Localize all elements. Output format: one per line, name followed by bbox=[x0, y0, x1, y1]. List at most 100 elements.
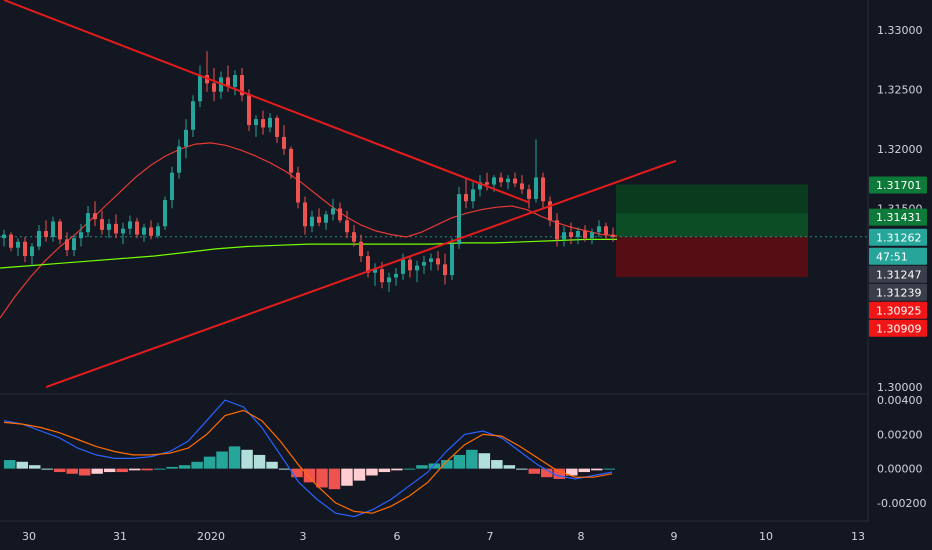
candle-body bbox=[100, 219, 104, 230]
candle-body bbox=[492, 177, 496, 185]
trendline bbox=[3, 0, 530, 204]
histogram-bar bbox=[153, 468, 166, 470]
histogram-bar bbox=[53, 468, 66, 473]
candle-body bbox=[121, 228, 125, 234]
price-badge bbox=[869, 319, 927, 337]
candle-body bbox=[114, 223, 118, 234]
histogram-bar bbox=[428, 463, 441, 469]
candle-body bbox=[576, 231, 580, 237]
candle-body bbox=[380, 269, 384, 283]
histogram-bar bbox=[528, 468, 541, 474]
candle-body bbox=[436, 258, 440, 265]
candle-body bbox=[597, 226, 601, 233]
macd-line bbox=[3, 399, 613, 518]
price-badge-label: 1.31262 bbox=[876, 231, 922, 244]
histogram-bar bbox=[141, 468, 153, 471]
candle-body bbox=[156, 226, 160, 236]
y-tick-label: 1.32500 bbox=[877, 83, 923, 96]
x-tick-label: 8 bbox=[578, 530, 585, 543]
histogram-bar bbox=[166, 466, 178, 469]
price-badge-label: 1.30909 bbox=[876, 322, 922, 335]
candle-body bbox=[345, 220, 349, 233]
x-tick-label: 13 bbox=[851, 530, 865, 543]
candle-body bbox=[478, 182, 482, 190]
price-badge bbox=[869, 228, 927, 246]
histogram-bar bbox=[228, 446, 241, 469]
moving-average-line bbox=[0, 238, 617, 269]
candle-body bbox=[51, 221, 55, 237]
histogram-bar bbox=[216, 451, 228, 469]
x-tick-label: 9 bbox=[671, 530, 678, 543]
histogram-bar bbox=[403, 468, 416, 470]
histogram-bar bbox=[28, 465, 41, 469]
histogram-bar bbox=[66, 468, 78, 474]
histogram-bar bbox=[553, 468, 566, 479]
histogram-bar bbox=[453, 454, 466, 469]
candle-body bbox=[254, 119, 258, 126]
candle-body bbox=[226, 77, 230, 87]
price-badge-label: 1.30925 bbox=[876, 304, 922, 317]
moving-average-line bbox=[0, 142, 618, 319]
price-badge bbox=[869, 247, 927, 265]
macd-y-tick-label: -0.00200 bbox=[877, 497, 926, 510]
candle-body bbox=[247, 95, 251, 126]
price-badge bbox=[869, 265, 927, 283]
candle-body bbox=[506, 178, 510, 183]
histogram-bar bbox=[366, 468, 378, 476]
candle-body bbox=[520, 183, 524, 190]
candle-body bbox=[534, 177, 538, 199]
x-tick-label: 10 bbox=[759, 530, 773, 543]
position-target-inner bbox=[616, 213, 808, 237]
histogram-bar bbox=[103, 468, 116, 473]
candle-body bbox=[142, 227, 146, 235]
candle-body bbox=[310, 216, 314, 227]
price-badge-label: 1.31701 bbox=[876, 179, 922, 192]
histogram-bar bbox=[4, 460, 16, 469]
macd-y-tick-label: 0.00400 bbox=[877, 394, 923, 407]
histogram-bar bbox=[353, 468, 366, 481]
histogram-bar bbox=[566, 468, 578, 476]
position-stop-zone bbox=[616, 236, 808, 277]
candle-body bbox=[366, 256, 370, 273]
candle-body bbox=[352, 232, 356, 242]
candle-body bbox=[387, 277, 391, 283]
candle-body bbox=[163, 200, 167, 227]
histogram-bar bbox=[78, 468, 91, 476]
candle-body bbox=[548, 201, 552, 221]
histogram-bar bbox=[466, 449, 478, 469]
candle-body bbox=[604, 226, 608, 235]
histogram-bar bbox=[91, 468, 103, 474]
histogram-bar bbox=[603, 468, 615, 470]
x-tick-label: 7 bbox=[487, 530, 494, 543]
histogram-bar bbox=[116, 468, 128, 473]
x-tick-label: 3 bbox=[300, 530, 307, 543]
candle-body bbox=[282, 136, 286, 149]
candle-body bbox=[429, 258, 433, 262]
histogram-bar bbox=[503, 465, 516, 469]
candle-body bbox=[23, 241, 27, 257]
y-tick-label: 1.33000 bbox=[877, 24, 923, 37]
candle-body bbox=[275, 117, 279, 137]
macd-line bbox=[3, 409, 613, 514]
candle-body bbox=[562, 232, 566, 240]
x-tick-label: 2020 bbox=[197, 530, 225, 543]
candle-body bbox=[93, 213, 97, 220]
candle-body bbox=[170, 172, 174, 201]
histogram-bar bbox=[16, 461, 28, 469]
price-badge-label: 1.31431 bbox=[876, 211, 922, 224]
candle-body bbox=[324, 214, 328, 223]
x-tick-label: 6 bbox=[394, 530, 401, 543]
histogram-bar bbox=[328, 468, 341, 490]
histogram-bar bbox=[278, 468, 291, 470]
x-tick-label: 31 bbox=[113, 530, 127, 543]
histogram-bar bbox=[253, 454, 266, 469]
candle-body bbox=[30, 246, 34, 257]
candle-body bbox=[359, 241, 363, 257]
candle-body bbox=[177, 146, 181, 173]
candle-body bbox=[541, 177, 545, 202]
candle-body bbox=[135, 221, 139, 235]
candle-body bbox=[499, 177, 503, 183]
candle-body bbox=[16, 241, 20, 248]
